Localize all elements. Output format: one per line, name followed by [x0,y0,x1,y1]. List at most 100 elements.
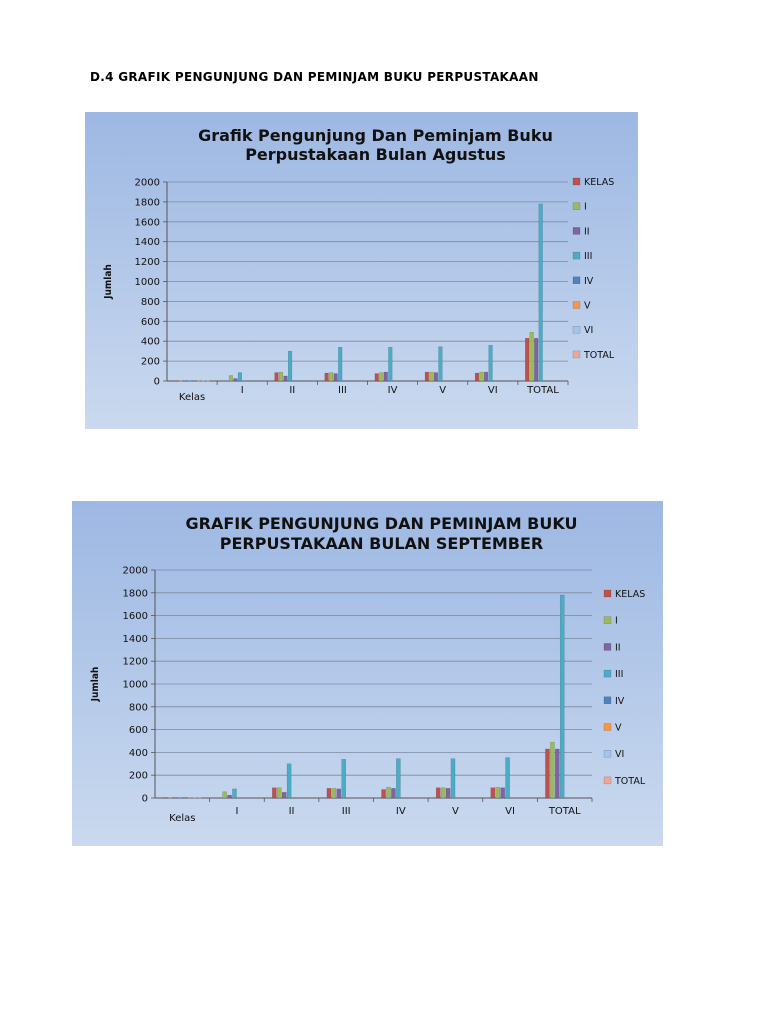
bar [187,797,192,799]
bar [324,372,329,382]
legend-label: KELAS [584,177,614,188]
bar [333,373,338,382]
legend-label: II [584,226,590,237]
legend-label: V [615,723,622,734]
legend-swatch [572,301,581,309]
chart-title-line: GRAFIK PENGUNJUNG DAN PEMINJAM BUKU [186,514,578,533]
legend-label: III [615,669,623,680]
bar [233,378,238,382]
x-tick-label: III [338,385,347,396]
legend-label: VI [615,749,624,760]
bar [326,788,332,799]
y-tick-label: 2000 [123,566,148,577]
bar [555,748,560,799]
bar [396,758,401,799]
bar [525,338,530,382]
bar [379,372,384,382]
bar [162,797,168,799]
bar [274,372,279,382]
chart-title-line: Grafik Pengunjung Dan Peminjam Buku [198,126,553,145]
bar [329,372,334,382]
legend-label: IV [584,276,594,287]
x-tick-label: I [241,385,244,396]
legend-swatch [603,776,612,785]
x-tick-label: VI [488,385,498,396]
bar [388,346,393,382]
legend-label: V [584,301,591,312]
bar [529,332,534,382]
bar [488,344,493,382]
x-tick-label: V [439,385,446,396]
x-tick-label: I [235,806,238,817]
x-tick-label: TOTAL [548,806,581,817]
bar [538,203,543,382]
y-tick-label: 1000 [135,277,160,288]
y-tick-label: 0 [142,794,148,805]
y-tick-label: 1000 [123,680,148,691]
y-tick-label: 800 [129,702,148,713]
x-tick-label: TOTAL [526,385,559,396]
bar [386,786,391,799]
bar [490,787,496,799]
y-tick-label: 400 [129,748,148,759]
legend-label: TOTAL [614,776,646,787]
bar [167,797,173,799]
bar [277,787,282,799]
legend-swatch [572,177,581,186]
bar [177,797,183,799]
chart-title-line: Perpustakaan Bulan Agustus [245,145,506,164]
y-tick-label: 1600 [123,611,148,622]
x-tick-label: Kelas [169,813,195,824]
y-tick-label: 800 [141,297,160,308]
bar [228,375,233,382]
bar [391,788,396,799]
legend-label: I [615,616,618,627]
y-tick-label: 2000 [135,178,160,189]
bar [187,380,192,382]
legend-swatch [603,589,612,598]
legend-swatch [572,350,581,359]
bar [222,791,227,799]
bar [435,787,441,799]
bar [450,758,456,799]
y-tick-label: 1400 [123,634,148,645]
chart-title-line: PERPUSTAKAAN BULAN SEPTEMBER [220,534,544,553]
document-heading: D.4 GRAFIK PENGUNJUNG DAN PEMINJAM BUKU … [90,70,539,84]
chart-svg: GRAFIK PENGUNJUNG DAN PEMINJAM BUKUPERPU… [72,501,663,846]
y-tick-label: 1800 [123,588,148,599]
bar [550,741,555,799]
y-tick-label: 600 [141,317,160,328]
legend-label: KELAS [615,589,645,600]
bar [445,788,451,799]
x-tick-label: IV [388,385,398,396]
bar [534,338,539,382]
bar [495,786,501,799]
legend-swatch [603,669,612,678]
y-axis-label: Jumlah [103,264,114,300]
x-tick-label: VI [505,806,515,817]
chart-svg: Grafik Pengunjung Dan Peminjam BukuPerpu… [85,112,638,429]
legend-swatch [572,227,581,235]
chart-background [85,112,638,429]
x-tick-label: Kelas [179,392,205,403]
bar [505,757,510,799]
bar [383,371,388,382]
bar [440,787,446,799]
bar [474,372,480,382]
bar [381,789,386,799]
bar [183,380,188,382]
bar [331,788,337,799]
legend-swatch [603,749,612,758]
x-tick-label: II [289,385,295,396]
bar [286,763,292,799]
x-tick-label: V [452,806,459,817]
bar [182,797,188,799]
bar [178,380,183,382]
y-tick-label: 1600 [135,217,160,228]
bar [545,748,550,799]
chart-september: GRAFIK PENGUNJUNG DAN PEMINJAM BUKU PERPU… [72,501,663,846]
bar [197,797,202,799]
bar [483,371,489,382]
bar [338,346,343,382]
bar [278,371,284,382]
